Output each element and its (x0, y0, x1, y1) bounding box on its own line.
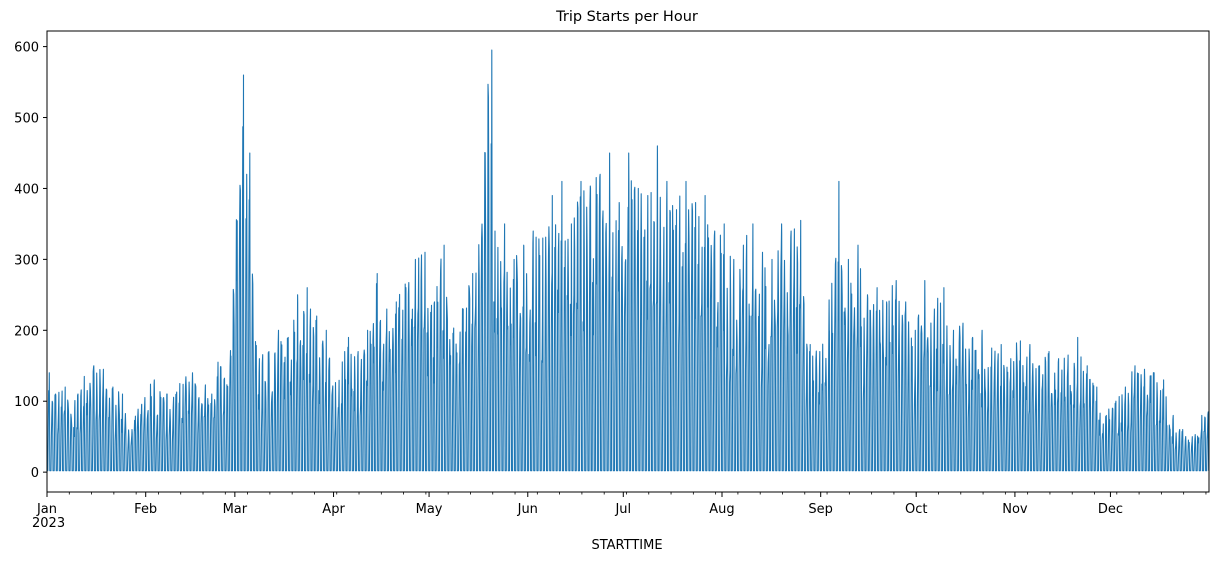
chart-title: Trip Starts per Hour (555, 9, 698, 25)
x-tick-label: Nov (1002, 502, 1028, 517)
y-tick-label: 200 (14, 324, 39, 339)
y-tick-label: 400 (14, 182, 39, 197)
x-tick-label: Oct (905, 502, 927, 517)
x-tick-label: Aug (709, 502, 734, 517)
x-tick-label: Sep (808, 502, 833, 517)
plot-frame (46, 30, 1210, 493)
x-tick-label: Apr (322, 502, 345, 517)
x-axis-label: STARTTIME (591, 538, 662, 553)
x-tick-label: May (416, 502, 443, 517)
y-tick-label: 300 (14, 253, 39, 268)
x-tick-label: Jan (36, 502, 57, 517)
x-tick-label: Jul (614, 502, 631, 517)
x-year-label: 2023 (32, 516, 65, 531)
x-tick-label: Dec (1098, 502, 1123, 517)
y-tick-label: 0 (31, 466, 39, 481)
y-axis: 0 100 200 300 400 500 600 (14, 41, 47, 481)
series-line (47, 49, 1209, 472)
series-area (47, 49, 1209, 472)
x-tick-label: Mar (223, 502, 248, 517)
y-tick-label: 500 (14, 112, 39, 127)
x-tick-label: Feb (134, 502, 157, 517)
y-tick-label: 600 (14, 41, 39, 56)
x-tick-label: Jun (517, 502, 538, 517)
y-tick-label: 100 (14, 395, 39, 410)
x-axis: Jan Feb Mar Apr May Jun Jul Aug Sep Oct Nov Dec (36, 492, 1207, 517)
